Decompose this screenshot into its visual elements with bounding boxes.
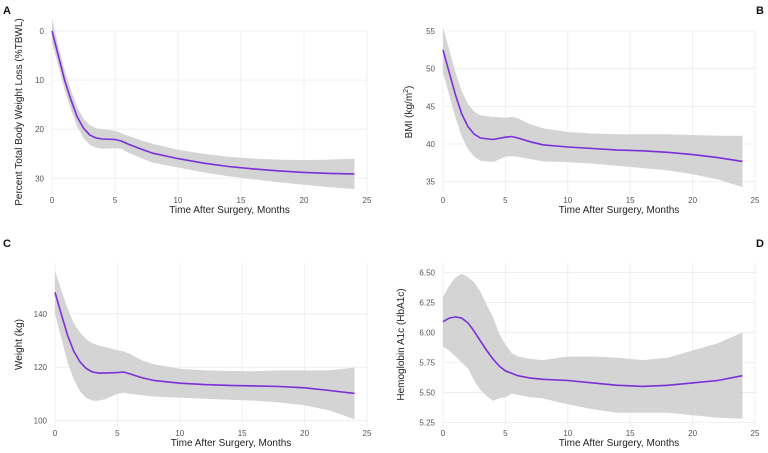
y-axis-title-text: BMI (kg/m <box>404 93 415 139</box>
confidence-band <box>443 273 743 419</box>
confidence-band <box>55 271 355 420</box>
y-tick-label: 120 <box>34 363 48 372</box>
y-tick-label: 6.00 <box>419 329 435 338</box>
y-tick-label: 100 <box>34 417 48 426</box>
x-tick-label: 25 <box>751 429 760 438</box>
panel-letter: C <box>3 238 11 250</box>
y-tick-label: 6.25 <box>419 299 435 308</box>
y-axis-title-end: ) <box>404 86 415 89</box>
x-tick-label: 5 <box>503 429 508 438</box>
x-axis-title: Time After Surgery, Months <box>559 438 680 449</box>
panel-d: 0 5 10 15 20 25 5.25 5.50 5.75 6.00 6.25 6.50 Time A… <box>396 238 764 449</box>
panel-letter: B <box>756 5 764 17</box>
trend-line <box>51 30 355 175</box>
x-tick-label: 5 <box>113 196 118 205</box>
x-tick-label: 15 <box>626 196 635 205</box>
x-tick-label: 10 <box>563 196 572 205</box>
panel-letter: A <box>3 5 11 17</box>
x-tick-label: 25 <box>751 196 760 205</box>
x-tick-label: 15 <box>238 429 247 438</box>
x-tick-label: 20 <box>300 196 309 205</box>
x-tick-label: 20 <box>300 429 309 438</box>
y-axis-title-text: Weight (kg) <box>14 319 25 370</box>
x-tick-label: 25 <box>363 196 372 205</box>
y-axis-title: BMI (kg/m2) <box>403 86 415 139</box>
y-tick-label: 5.50 <box>419 388 435 397</box>
y-tick-label: 50 <box>426 65 435 74</box>
panel-b: 0 5 10 15 20 25 35 40 45 50 55 Time After Surgery, … <box>403 5 764 216</box>
y-axis-title: Weight (kg) <box>14 319 25 370</box>
y-axis-title: Percent Total Body Weight Loss (%TBWL) <box>14 18 25 206</box>
x-tick-label: 15 <box>626 429 635 438</box>
x-tick-label: 0 <box>50 196 55 205</box>
panel-c: 0 5 10 15 20 25 100 120 140 Time After Surgery, M… <box>3 238 372 449</box>
y-tick-label: 45 <box>426 102 435 111</box>
x-tick-label: 10 <box>175 429 184 438</box>
y-tick-label: 35 <box>426 178 435 187</box>
confidence-band <box>443 27 743 188</box>
x-axis-title: Time After Surgery, Months <box>559 205 680 216</box>
y-tick-label: 10 <box>35 76 44 85</box>
x-axis-title: Time After Surgery, Months <box>171 438 292 449</box>
x-tick-label: 0 <box>441 196 446 205</box>
y-tick-label: 5.75 <box>419 358 435 367</box>
confidence-band <box>52 18 355 190</box>
x-tick-label: 0 <box>53 429 58 438</box>
x-tick-label: 25 <box>363 429 372 438</box>
x-tick-label: 5 <box>115 429 120 438</box>
x-tick-label: 20 <box>688 196 697 205</box>
y-tick-label: 5.25 <box>419 418 435 427</box>
trend-line <box>54 292 355 395</box>
y-tick-label: 0 <box>40 27 45 36</box>
panel-a: 0 5 10 15 20 25 0 10 20 30 Time After Surgery, Mon… <box>3 5 372 216</box>
y-axis-title-text: Percent Total Body Weight Loss (%TBWL) <box>14 18 25 206</box>
y-tick-label: 40 <box>426 140 435 149</box>
panel-letter: D <box>756 238 764 250</box>
y-axis-title: Hemoglobin A1c (HbA1c) <box>396 288 407 400</box>
x-tick-label: 20 <box>688 429 697 438</box>
x-tick-label: 0 <box>441 429 446 438</box>
y-tick-label: 6.50 <box>419 269 435 278</box>
y-tick-label: 140 <box>34 310 48 319</box>
x-tick-label: 15 <box>237 196 246 205</box>
x-tick-label: 5 <box>503 196 508 205</box>
y-tick-label: 30 <box>35 174 44 183</box>
y-tick-label: 20 <box>35 125 44 134</box>
y-axis-title-text: Hemoglobin A1c (HbA1c) <box>396 288 407 400</box>
x-tick-label: 10 <box>174 196 183 205</box>
trend-line <box>442 316 743 388</box>
y-tick-label: 55 <box>426 27 435 36</box>
x-tick-label: 10 <box>563 429 572 438</box>
trend-line <box>442 49 743 163</box>
x-axis-title: Time After Surgery, Months <box>169 205 290 216</box>
y-axis-title-superscript: 2 <box>403 89 410 93</box>
